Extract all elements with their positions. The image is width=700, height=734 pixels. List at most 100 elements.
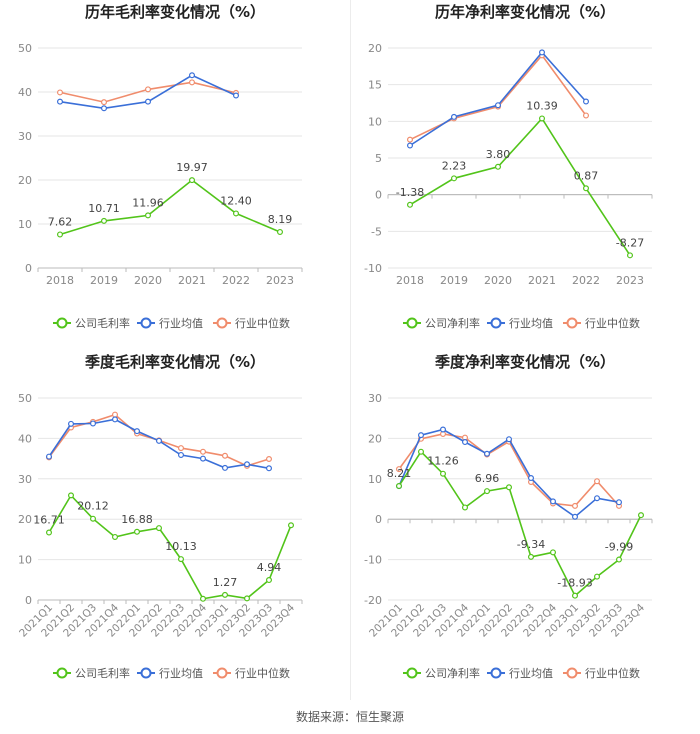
- data-point-company: [145, 212, 152, 219]
- legend-label: 行业中位数: [235, 666, 290, 680]
- data-point-median: [200, 448, 207, 455]
- data-point-median: [222, 452, 229, 459]
- series-line-company: [59, 179, 281, 236]
- data-point-avg: [100, 105, 107, 112]
- data-point-company: [233, 210, 240, 217]
- legend-label: 行业均值: [159, 317, 203, 330]
- legend-swatch-marker: [216, 317, 228, 329]
- data-point-median: [56, 89, 63, 96]
- data-point-company: [134, 528, 141, 535]
- panel-divider: [350, 0, 351, 700]
- legend-label: 行业均值: [159, 667, 203, 680]
- data-point-avg: [594, 495, 601, 502]
- data-point-median: [178, 445, 185, 452]
- x-tick-label: 2023: [266, 274, 294, 287]
- chart-panel-quarterly-gross: 季度毛利率变化情况（%） 0 10 20 30 40 50 2021Q1 2021Q2 2021Q…: [0, 350, 350, 705]
- legend-swatch-marker: [216, 667, 228, 679]
- data-point-company: [406, 201, 413, 208]
- y-tick-label: 50: [18, 392, 32, 405]
- y-tick-label: 40: [18, 432, 32, 445]
- data-point-avg: [539, 49, 546, 56]
- data-point-company: [417, 448, 424, 455]
- data-point-avg: [244, 461, 251, 468]
- x-tick-label: 2022: [572, 274, 600, 287]
- data-point-avg: [495, 102, 502, 109]
- data-label: 7.62: [48, 215, 73, 228]
- annual-net-margin-chart: 历年净利率变化情况（%） -10 -5 0 5 10 15 20 2018 2019 2020 202…: [364, 3, 653, 330]
- data-point-avg: [417, 432, 424, 439]
- data-point-median: [266, 456, 273, 463]
- legend-swatch-marker: [56, 667, 68, 679]
- data-point-median: [395, 466, 402, 473]
- data-point-median: [100, 99, 107, 106]
- y-tick-label: 15: [368, 79, 382, 92]
- data-point-avg: [134, 428, 141, 435]
- data-point-company: [439, 470, 446, 477]
- data-label: 2.23: [442, 159, 467, 172]
- data-point-avg: [67, 420, 74, 427]
- data-point-avg: [111, 416, 118, 423]
- data-point-median: [406, 136, 413, 143]
- data-point-company: [528, 553, 535, 560]
- data-point-avg: [222, 464, 229, 471]
- legend-label: 公司毛利率: [75, 316, 130, 330]
- data-point-median: [111, 411, 118, 418]
- legend-label: 公司毛利率: [75, 666, 130, 680]
- data-point-company: [450, 175, 457, 182]
- data-label: 6.96: [475, 472, 500, 485]
- data-point-company: [222, 591, 229, 598]
- legend-label: 行业中位数: [585, 316, 640, 330]
- data-point-company: [395, 483, 402, 490]
- legend-swatch-marker: [140, 667, 152, 679]
- data-point-company: [277, 228, 284, 235]
- y-tick-label: 10: [368, 473, 382, 486]
- data-point-company: [89, 515, 96, 522]
- x-tick-label: 2022: [222, 274, 250, 287]
- y-tick-label: 30: [368, 392, 382, 405]
- data-label: 16.88: [121, 513, 153, 526]
- legend-swatch-marker: [56, 317, 68, 329]
- data-point-avg: [233, 92, 240, 99]
- legend-label: 公司净利率: [425, 666, 480, 680]
- x-tick-label: 2020: [134, 274, 162, 287]
- data-label: 8.21: [387, 467, 412, 480]
- data-point-company: [178, 556, 185, 563]
- data-point-avg: [89, 420, 96, 427]
- data-point-avg: [189, 72, 196, 79]
- data-point-avg: [145, 98, 152, 105]
- y-tick-label: -20: [364, 594, 382, 607]
- data-point-company: [594, 573, 601, 580]
- data-point-company: [550, 549, 557, 556]
- data-point-avg: [550, 498, 557, 505]
- data-point-company: [111, 533, 118, 540]
- data-point-avg: [156, 437, 163, 444]
- y-tick-label: 0: [25, 262, 32, 275]
- data-label: -1.38: [396, 186, 424, 199]
- data-point-median: [145, 86, 152, 93]
- data-label: 20.12: [77, 500, 109, 513]
- data-point-avg: [461, 439, 468, 446]
- y-tick-label: 30: [18, 473, 32, 486]
- data-point-avg: [450, 113, 457, 120]
- data-label: 10.39: [526, 99, 558, 112]
- data-point-median: [583, 112, 590, 119]
- y-tick-label: 10: [368, 115, 382, 128]
- data-point-avg: [616, 499, 623, 506]
- y-tick-label: 50: [18, 42, 32, 55]
- y-tick-label: 10: [18, 218, 32, 231]
- data-label: -9.34: [517, 538, 545, 551]
- data-point-company: [156, 525, 163, 532]
- x-tick-label: 2021: [178, 274, 206, 287]
- legend-swatch-marker: [406, 667, 418, 679]
- y-tick-label: 30: [18, 130, 32, 143]
- series-line-company: [48, 494, 292, 600]
- series-line-company: [398, 450, 642, 597]
- data-point-company: [495, 163, 502, 170]
- data-label: 16.71: [33, 513, 65, 526]
- x-tick-label: 2023: [616, 274, 644, 287]
- data-label: 10.13: [165, 540, 197, 553]
- legend-label: 行业中位数: [585, 666, 640, 680]
- data-point-company: [45, 529, 52, 536]
- data-point-company: [288, 522, 295, 529]
- chart-title: 历年毛利率变化情况（%）: [85, 3, 265, 21]
